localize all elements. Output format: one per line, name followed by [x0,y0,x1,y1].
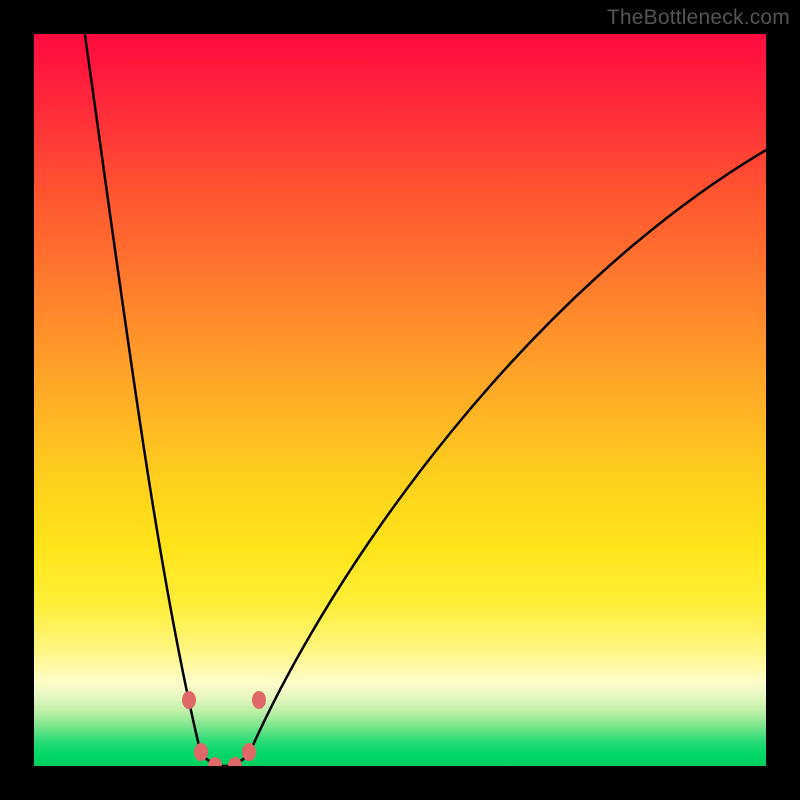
marker-point [242,743,256,761]
chart-canvas [0,0,800,800]
marker-point [252,691,266,709]
marker-point [194,743,208,761]
marker-point [182,691,196,709]
watermark: TheBottleneck.com [607,6,790,30]
plot-background [34,34,766,766]
